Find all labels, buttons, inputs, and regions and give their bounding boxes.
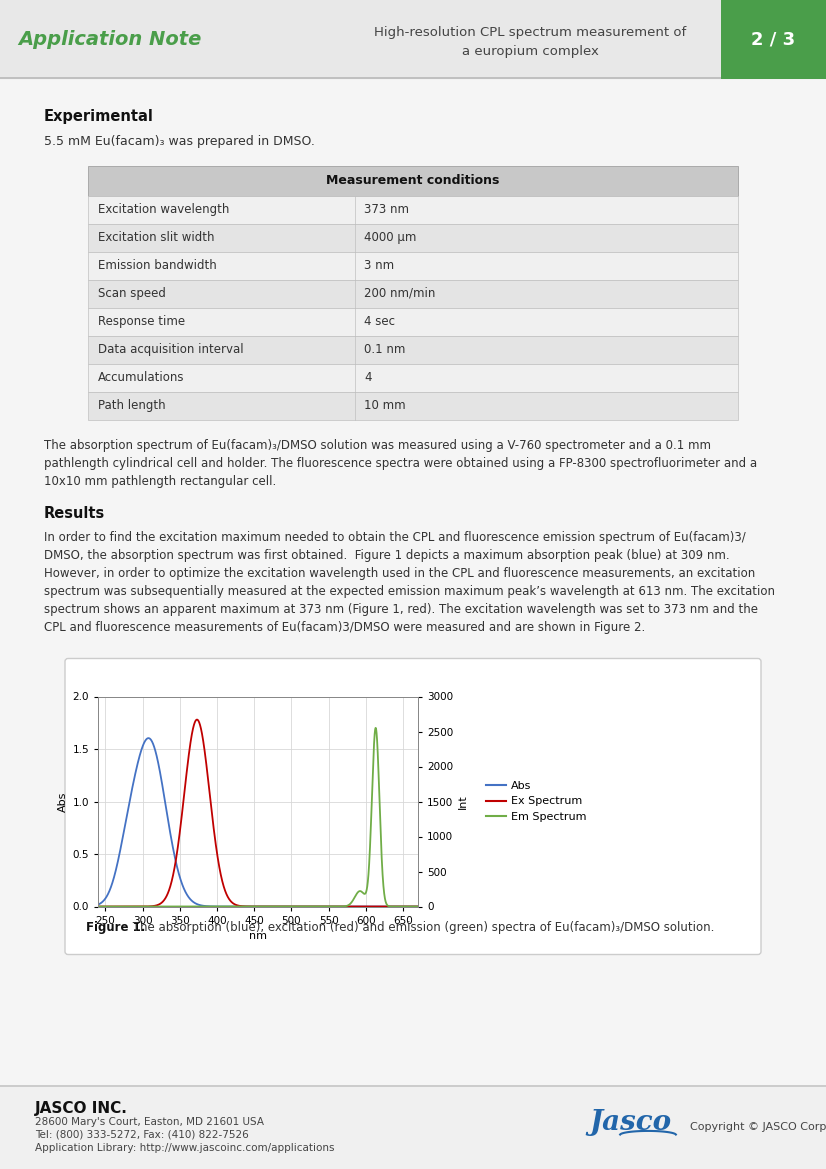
Bar [721, 0, 826, 79]
Text: Path length: Path length [98, 399, 166, 411]
Text: 373 nm: 373 nm [364, 203, 410, 216]
Text: CPL and fluorescence measurements of Eu(facam)3/DMSO were measured and are shown: CPL and fluorescence measurements of Eu(… [44, 622, 645, 635]
Bar [88, 279, 738, 307]
Text: 10 mm: 10 mm [364, 399, 406, 411]
Text: 0.1 nm: 0.1 nm [364, 343, 406, 357]
Text: 28600 Mary's Court, Easton, MD 21601 USA: 28600 Mary's Court, Easton, MD 21601 USA [35, 1116, 264, 1127]
Text: High-resolution CPL spectrum measurement of: High-resolution CPL spectrum measurement… [374, 26, 686, 39]
Text: 4 sec: 4 sec [364, 314, 396, 328]
Text: Excitation slit width: Excitation slit width [98, 231, 215, 244]
Text: spectrum shows an apparent maximum at 373 nm (Figure 1, red). The excitation wav: spectrum shows an apparent maximum at 37… [44, 603, 758, 616]
Text: The absorption (blue), excitation (red) and emission (green) spectra of Eu(facam: The absorption (blue), excitation (red) … [129, 920, 714, 934]
Bar [88, 364, 738, 392]
Text: Tel: (800) 333-5272, Fax: (410) 822-7526: Tel: (800) 333-5272, Fax: (410) 822-7526 [35, 1130, 249, 1140]
Text: Figure 1.: Figure 1. [86, 920, 145, 934]
Text: 200 nm/min: 200 nm/min [364, 288, 436, 300]
Bar [88, 195, 738, 223]
Y-axis label: Abs: Abs [58, 791, 69, 811]
Text: Emission bandwidth: Emission bandwidth [98, 260, 216, 272]
Text: pathlength cylindrical cell and holder. The fluorescence spectra were obtained u: pathlength cylindrical cell and holder. … [44, 457, 757, 470]
X-axis label: nm: nm [249, 931, 267, 941]
Text: JASCO INC.: JASCO INC. [35, 1101, 128, 1116]
Text: Scan speed: Scan speed [98, 288, 166, 300]
Text: In order to find the excitation maximum needed to obtain the CPL and fluorescenc: In order to find the excitation maximum … [44, 532, 746, 545]
FancyBboxPatch shape [65, 658, 761, 955]
Text: Application Note: Application Note [18, 30, 202, 49]
Bar [88, 336, 738, 364]
Legend: Abs, Ex Spectrum, Em Spectrum: Abs, Ex Spectrum, Em Spectrum [482, 776, 591, 826]
Text: 3 nm: 3 nm [364, 260, 395, 272]
Text: However, in order to optimize the excitation wavelength used in the CPL and fluo: However, in order to optimize the excita… [44, 567, 755, 581]
Text: 4000 μm: 4000 μm [364, 231, 417, 244]
Bar [88, 251, 738, 279]
Text: Experimental: Experimental [44, 110, 154, 125]
Text: a europium complex: a europium complex [462, 44, 599, 58]
Text: Results: Results [44, 505, 105, 520]
Text: Jasco: Jasco [589, 1109, 671, 1136]
Bar [88, 223, 738, 251]
Bar [0, 79, 826, 1090]
Y-axis label: Int: Int [458, 794, 468, 809]
Text: Accumulations: Accumulations [98, 371, 184, 383]
Text: Measurement conditions: Measurement conditions [326, 174, 500, 187]
Text: Copyright © JASCO Corporation: Copyright © JASCO Corporation [690, 1122, 826, 1132]
Text: Response time: Response time [98, 314, 185, 328]
Text: 2 / 3: 2 / 3 [751, 32, 795, 49]
Text: Excitation wavelength: Excitation wavelength [98, 203, 230, 216]
Text: spectrum was subsequentially measured at the expected emission maximum peak’s wa: spectrum was subsequentially measured at… [44, 586, 775, 599]
Text: Application Library: http://www.jascoinc.com/applications: Application Library: http://www.jascoinc… [35, 1143, 335, 1153]
Text: 5.5 mM Eu(facam)₃ was prepared in DMSO.: 5.5 mM Eu(facam)₃ was prepared in DMSO. [44, 136, 315, 148]
Text: DMSO, the absorption spectrum was first obtained.  Figure 1 depicts a maximum ab: DMSO, the absorption spectrum was first … [44, 549, 729, 562]
Bar [0, 1085, 826, 1087]
Text: The absorption spectrum of Eu(facam)₃/DMSO solution was measured using a V-760 s: The absorption spectrum of Eu(facam)₃/DM… [44, 440, 711, 452]
Text: 10x10 mm pathlength rectangular cell.: 10x10 mm pathlength rectangular cell. [44, 476, 276, 489]
Bar [88, 166, 738, 195]
Bar [88, 392, 738, 420]
Text: Data acquisition interval: Data acquisition interval [98, 343, 244, 357]
Text: 4: 4 [364, 371, 372, 383]
Bar [88, 307, 738, 336]
Bar [0, 77, 721, 79]
